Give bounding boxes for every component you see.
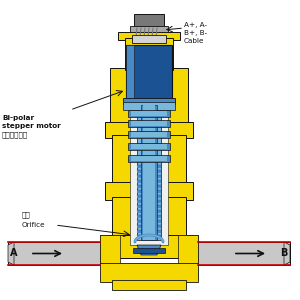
Polygon shape bbox=[128, 155, 170, 162]
Polygon shape bbox=[105, 122, 193, 138]
Bar bbox=[137, 175, 161, 178]
Text: A: A bbox=[10, 248, 17, 259]
Bar bbox=[123, 98, 175, 104]
Polygon shape bbox=[112, 197, 186, 238]
Bar bbox=[137, 215, 161, 218]
Polygon shape bbox=[133, 248, 165, 253]
Bar bbox=[137, 225, 161, 228]
Bar bbox=[128, 47, 170, 98]
Bar bbox=[137, 195, 161, 198]
Text: 阀口: 阀口 bbox=[22, 212, 31, 218]
Bar bbox=[137, 205, 161, 208]
Polygon shape bbox=[112, 280, 186, 290]
Polygon shape bbox=[178, 235, 198, 265]
Bar bbox=[126, 45, 134, 100]
Polygon shape bbox=[100, 263, 198, 282]
Polygon shape bbox=[100, 235, 198, 258]
Polygon shape bbox=[284, 242, 290, 265]
Polygon shape bbox=[128, 143, 170, 150]
Polygon shape bbox=[8, 242, 100, 265]
Polygon shape bbox=[198, 242, 290, 265]
Bar bbox=[143, 105, 155, 240]
Bar bbox=[137, 190, 161, 193]
Polygon shape bbox=[118, 32, 180, 40]
Polygon shape bbox=[125, 38, 173, 70]
Text: Orifice: Orifice bbox=[22, 222, 46, 228]
Polygon shape bbox=[131, 156, 167, 161]
Bar bbox=[137, 230, 161, 233]
Bar bbox=[137, 210, 161, 213]
Polygon shape bbox=[128, 131, 170, 138]
Bar bbox=[137, 165, 161, 168]
Bar bbox=[137, 235, 161, 238]
Text: A+, A-
B+, B-
Cable: A+, A- B+, B- Cable bbox=[184, 22, 207, 44]
Bar bbox=[137, 200, 161, 203]
Text: B: B bbox=[280, 248, 287, 259]
Bar bbox=[132, 35, 166, 43]
Bar bbox=[126, 45, 172, 100]
Polygon shape bbox=[128, 110, 170, 117]
Bar bbox=[137, 105, 161, 240]
Bar bbox=[134, 14, 164, 28]
Bar bbox=[130, 70, 168, 245]
Polygon shape bbox=[131, 144, 167, 149]
Bar bbox=[141, 105, 157, 240]
Polygon shape bbox=[131, 121, 167, 126]
Bar bbox=[137, 220, 161, 223]
Polygon shape bbox=[8, 242, 14, 265]
Bar bbox=[137, 180, 161, 183]
Polygon shape bbox=[128, 120, 170, 127]
Bar bbox=[130, 26, 168, 32]
Polygon shape bbox=[110, 68, 188, 125]
Bar bbox=[137, 185, 161, 188]
Polygon shape bbox=[137, 245, 161, 255]
Polygon shape bbox=[100, 235, 120, 265]
Polygon shape bbox=[131, 111, 167, 116]
Text: Bi-polar
stepper motor
双极步进电机: Bi-polar stepper motor 双极步进电机 bbox=[2, 115, 61, 138]
Polygon shape bbox=[123, 102, 175, 110]
Polygon shape bbox=[105, 182, 193, 200]
Polygon shape bbox=[112, 135, 186, 185]
Polygon shape bbox=[131, 132, 167, 137]
Bar bbox=[137, 170, 161, 173]
